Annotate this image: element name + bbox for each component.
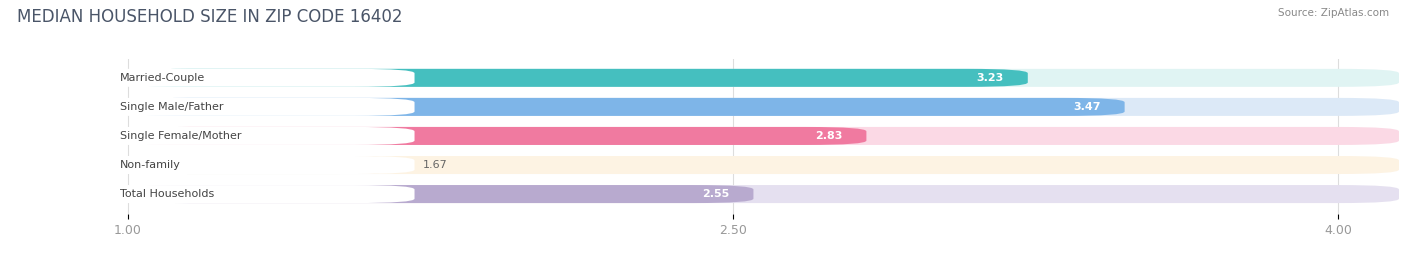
FancyBboxPatch shape bbox=[128, 98, 1399, 116]
FancyBboxPatch shape bbox=[11, 69, 415, 87]
FancyBboxPatch shape bbox=[128, 185, 1399, 203]
Text: Source: ZipAtlas.com: Source: ZipAtlas.com bbox=[1278, 8, 1389, 18]
FancyBboxPatch shape bbox=[128, 156, 1399, 174]
FancyBboxPatch shape bbox=[11, 185, 415, 203]
Text: Single Female/Mother: Single Female/Mother bbox=[120, 131, 242, 141]
FancyBboxPatch shape bbox=[128, 127, 866, 145]
Text: 2.83: 2.83 bbox=[815, 131, 842, 141]
Text: MEDIAN HOUSEHOLD SIZE IN ZIP CODE 16402: MEDIAN HOUSEHOLD SIZE IN ZIP CODE 16402 bbox=[17, 8, 402, 26]
Text: Total Households: Total Households bbox=[120, 189, 214, 199]
Text: Non-family: Non-family bbox=[120, 160, 181, 170]
FancyBboxPatch shape bbox=[128, 185, 754, 203]
FancyBboxPatch shape bbox=[128, 156, 398, 174]
FancyBboxPatch shape bbox=[11, 127, 415, 145]
FancyBboxPatch shape bbox=[128, 98, 1125, 116]
FancyBboxPatch shape bbox=[11, 156, 415, 174]
Text: Married-Couple: Married-Couple bbox=[120, 73, 205, 83]
Text: Single Male/Father: Single Male/Father bbox=[120, 102, 224, 112]
Text: 2.55: 2.55 bbox=[702, 189, 730, 199]
FancyBboxPatch shape bbox=[128, 127, 1399, 145]
Text: 3.47: 3.47 bbox=[1073, 102, 1101, 112]
Text: 1.67: 1.67 bbox=[423, 160, 447, 170]
FancyBboxPatch shape bbox=[128, 69, 1028, 87]
Text: 3.23: 3.23 bbox=[976, 73, 1004, 83]
FancyBboxPatch shape bbox=[128, 69, 1399, 87]
FancyBboxPatch shape bbox=[11, 98, 415, 116]
